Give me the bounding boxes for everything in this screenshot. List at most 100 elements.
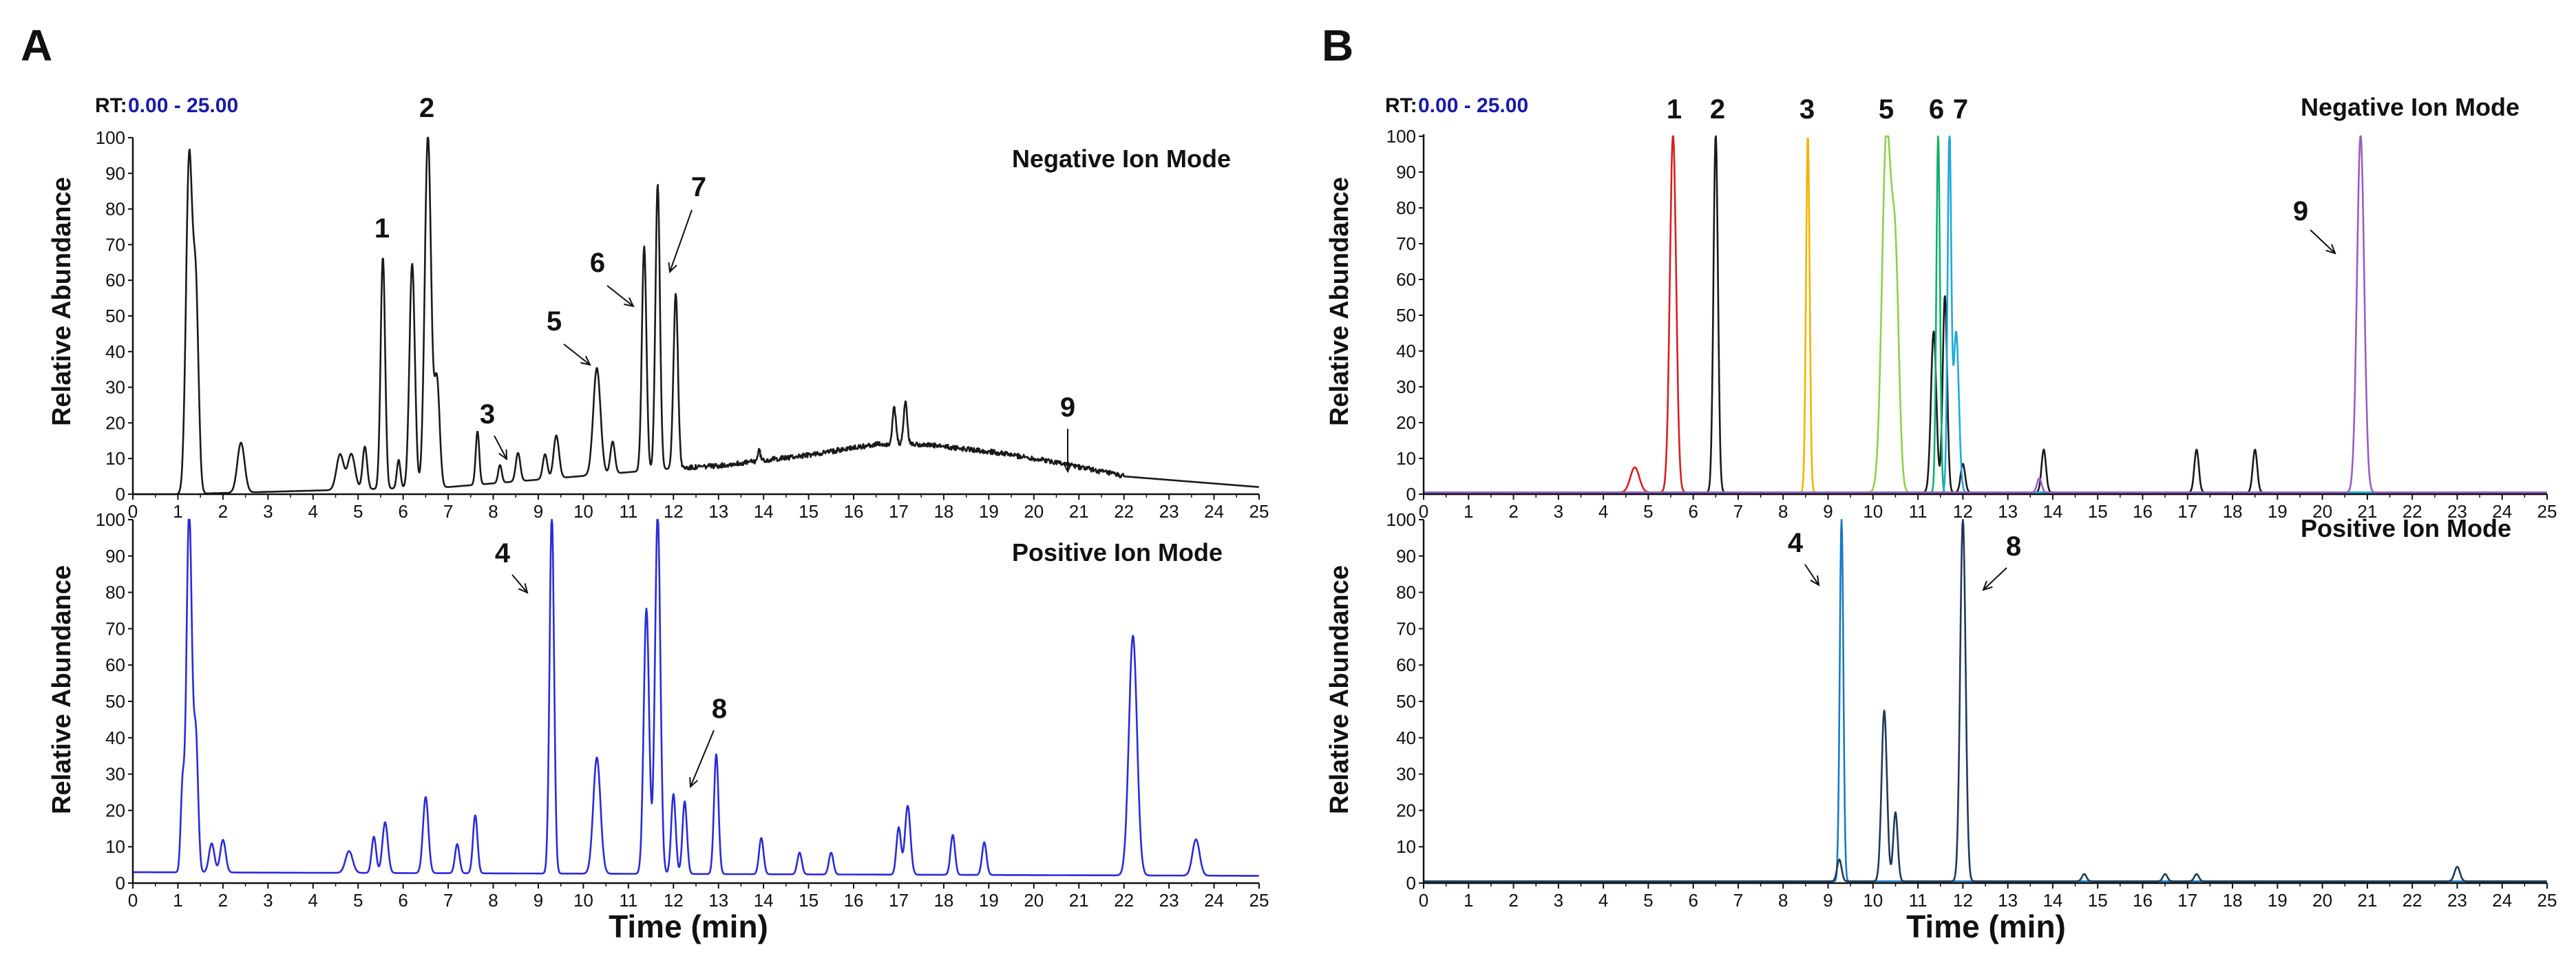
x-tick-label: 18: [933, 890, 953, 911]
peak-arrowhead-6: [624, 297, 635, 308]
y-tick-label: 60: [105, 655, 125, 675]
x-tick-label: 25: [1249, 890, 1269, 911]
x-tick-label: 11: [1909, 890, 1928, 911]
y-tick-label: 60: [1396, 655, 1416, 675]
x-tick-label: 13: [708, 890, 728, 911]
peak-label-4: 4: [1788, 528, 1804, 558]
subplot-a-positive: Positive Ion Mode Relative Abundance 010…: [47, 509, 1269, 944]
y-tick-label: 50: [1396, 691, 1416, 712]
x-tick-group: 0 1 2 3 4 5 6 7 8 9 10 11 12 13 14 15 16 17 18 19 20 21 22 23 24…: [1419, 883, 2557, 911]
y-tick-label: 10: [105, 448, 125, 469]
y-tick-label: 0: [1406, 873, 1416, 893]
y-tick-label: 50: [105, 691, 125, 712]
x-tick-group: 0 1 2 3 4 5 6 7 8 9 10 11 12 13 14 15 16 17 18 19 20 21 22 23 24…: [128, 494, 1269, 522]
x-tick-label: 8: [1778, 890, 1788, 911]
x-tick-label: 6: [398, 890, 408, 911]
x-tick-label: 12: [1953, 501, 1973, 522]
x-tick-label: 23: [2447, 890, 2467, 911]
y-tick-label: 10: [1396, 448, 1416, 469]
x-tick-label: 20: [1024, 890, 1044, 911]
x-tick-label: 23: [2447, 501, 2467, 522]
y-tick-label: 40: [1396, 728, 1416, 748]
peak-annotation-group: 48: [495, 538, 727, 789]
x-tick-label: 17: [2177, 890, 2197, 911]
x-tick-label: 14: [2042, 890, 2062, 911]
x-tick-label: 18: [933, 501, 953, 522]
x-tick-group: 0 1 2 3 4 5 6 7 8 9 10 11 12 13 14 15 16 17 18 19 20 21 22 23 24…: [128, 883, 1269, 911]
y-tick-label: 70: [105, 618, 125, 639]
y-tick-label: 0: [116, 873, 125, 893]
x-tick-label: 11: [619, 890, 637, 911]
peak-arrow-8: [690, 730, 715, 787]
y-tick-group: 0 10 20 30 40 50 60 70 80 90 100: [96, 127, 133, 505]
x-tick-label: 19: [979, 890, 999, 911]
peak-label-7: 7: [1953, 94, 1968, 125]
x-tick-label: 10: [1863, 501, 1883, 522]
peak-arrowhead-9: [2325, 244, 2336, 255]
x-tick-label: 22: [2403, 890, 2422, 911]
x-tick-label: 13: [708, 501, 728, 522]
x-tick-label: 24: [2492, 890, 2512, 911]
x-tick-label: 22: [1114, 501, 1134, 522]
subplot-b-positive: Positive Ion Mode Relative Abundance 010…: [1325, 509, 2557, 944]
peak-arrowhead-5: [580, 355, 591, 366]
peak-label-1: 1: [374, 213, 390, 244]
panel-letter-a: A: [21, 21, 52, 70]
x-tick-label: 5: [353, 890, 363, 911]
x-tick-label: 16: [2133, 890, 2153, 911]
negative-mode-label: Negative Ion Mode: [2301, 93, 2520, 121]
y-tick-label: 100: [1386, 126, 1416, 147]
y-tick-label: 70: [1396, 618, 1416, 639]
x-tick-label: 16: [2133, 501, 2153, 522]
positive-mode-label: Positive Ion Mode: [1012, 538, 1223, 566]
x-tick-group: 0 1 2 3 4 5 6 7 8 9 10 11 12 13 14 15 16 17 18 19 20 21 22 23 24…: [1419, 494, 2557, 522]
x-tick-label: 9: [1823, 890, 1833, 911]
y-tick-label: 40: [105, 728, 125, 748]
y-tick-label: 80: [1396, 198, 1416, 218]
trace-7: [1423, 135, 2548, 494]
rt-range: 0.00 - 25.00: [1418, 94, 1528, 117]
x-tick-label: 13: [1998, 890, 2018, 911]
x-tick-label: 18: [2223, 501, 2243, 522]
x-tick-label: 14: [754, 501, 774, 522]
x-tick-label: 6: [1688, 501, 1698, 522]
x-tick-label: 11: [619, 501, 637, 522]
x-tick-label: 5: [1643, 890, 1653, 911]
y-tick-label: 0: [116, 484, 125, 505]
trace-9: [1423, 135, 2548, 494]
x-tick-label: 20: [2312, 501, 2332, 522]
x-tick-label: 22: [1114, 890, 1134, 911]
peak-label-5: 5: [547, 306, 562, 337]
positive-mode-label: Positive Ion Mode: [2301, 514, 2511, 542]
x-tick-label: 23: [1159, 501, 1179, 522]
x-tick-label: 3: [1554, 501, 1563, 522]
trace-positive-ion-tic: [132, 518, 1260, 877]
x-axis-label: Time (min): [609, 909, 768, 944]
x-tick-label: 3: [263, 890, 273, 911]
x-axis-label: Time (min): [1906, 909, 2066, 944]
trace-2: [1423, 135, 2548, 494]
x-tick-label: 0: [128, 501, 138, 522]
peak-label-8: 8: [2006, 531, 2021, 562]
x-tick-label: 15: [2088, 501, 2108, 522]
trace-3: [1423, 137, 2548, 494]
x-tick-label: 17: [889, 890, 909, 911]
x-tick-label: 5: [353, 501, 363, 522]
x-tick-label: 1: [173, 890, 182, 911]
x-tick-label: 19: [2268, 501, 2288, 522]
y-tick-label: 90: [1396, 162, 1416, 182]
y-tick-label: 90: [105, 163, 125, 184]
peak-arrowhead-8: [1982, 580, 1993, 591]
x-tick-label: 22: [2403, 501, 2422, 522]
x-tick-label: 1: [1464, 501, 1473, 522]
x-tick-label: 21: [2357, 501, 2377, 522]
x-tick-label: 17: [889, 501, 909, 522]
peak-arrow-7: [669, 209, 693, 273]
y-axis-label: Relative Abundance: [47, 565, 76, 814]
trace-6: [1423, 135, 2548, 494]
y-tick-label: 70: [105, 234, 125, 255]
x-tick-label: 10: [573, 501, 593, 522]
peak-arrow-6: [606, 285, 634, 307]
